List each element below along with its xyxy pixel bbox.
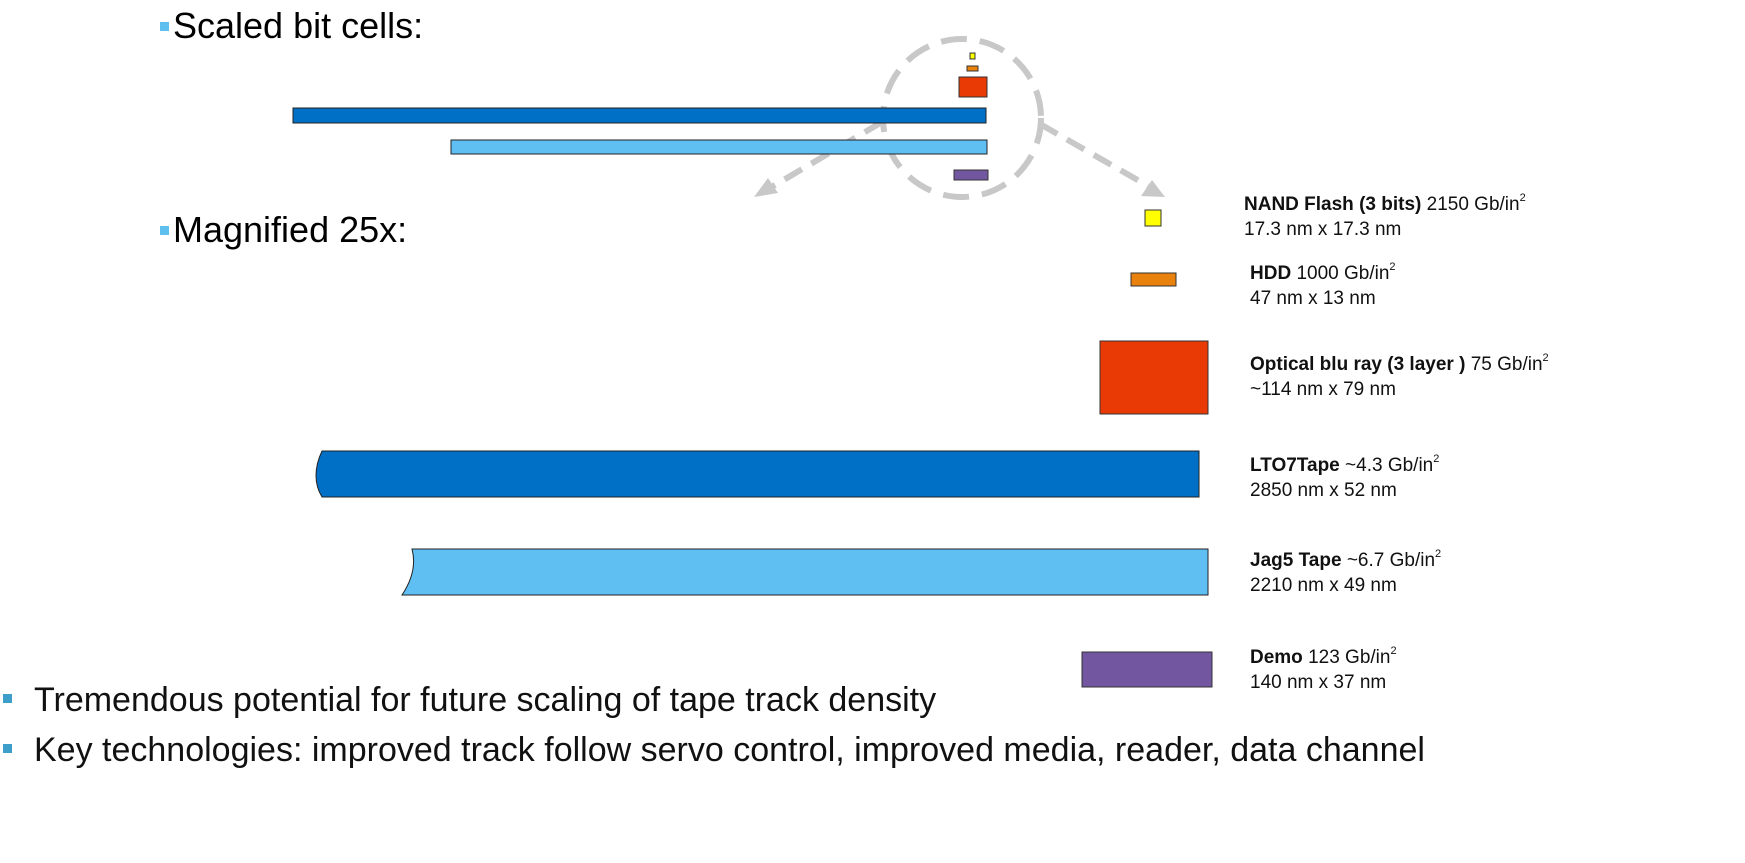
scaled-cell-jag5 (450, 139, 988, 155)
magnified-heading: Magnified 25x: (160, 210, 407, 250)
scaled-cell-lto7 (292, 107, 987, 124)
label-jag5-name: Jag5 Tape (1250, 550, 1342, 571)
label-nand-name: NAND Flash (3 bits) (1244, 194, 1422, 215)
label-lto7-name: LTO7Tape (1250, 455, 1340, 476)
bullet-1-text: Tremendous potential for future scaling … (34, 681, 937, 719)
heading-bullet-icon (160, 22, 169, 31)
label-lto7: LTO7Tape ~4.3 Gb/in2 2850 nm x 52 nm (1250, 453, 1439, 503)
label-lto7-sup: 2 (1433, 453, 1440, 465)
label-lto7-dims: 2850 nm x 52 nm (1250, 480, 1397, 501)
zoom-arrow-right-head (1141, 180, 1165, 197)
magnified-heading-text: Magnified 25x: (173, 209, 408, 250)
bullet-2: Key technologies: improved track follow … (3, 730, 1425, 770)
label-jag5-density: ~6.7 Gb/in (1346, 550, 1436, 571)
magnified-cell-lto7 (315, 450, 1200, 498)
scaled-heading: Scaled bit cells: (160, 6, 423, 46)
bullet-1: Tremendous potential for future scaling … (3, 680, 936, 720)
magnified-cell-hdd (1130, 272, 1177, 287)
magnified-cell-demo (1081, 651, 1213, 688)
zoom-arrow-left (768, 119, 884, 191)
label-hdd-name: HDD (1250, 263, 1292, 284)
label-hdd: HDD 1000 Gb/in2 47 nm x 13 nm (1250, 261, 1396, 311)
magnified-cell-jag5 (401, 548, 1209, 596)
bullet-icon (3, 744, 12, 753)
label-hdd-sup: 2 (1389, 261, 1396, 273)
bullet-icon (3, 694, 12, 703)
scaled-cell-nand (969, 52, 976, 60)
label-jag5: Jag5 Tape ~6.7 Gb/in2 2210 nm x 49 nm (1250, 548, 1441, 598)
label-nand-sup: 2 (1519, 192, 1526, 204)
label-optical-name: Optical blu ray (3 layer ) (1250, 354, 1466, 375)
label-demo-dims: 140 nm x 37 nm (1250, 672, 1387, 693)
bullet-2-text: Key technologies: improved track follow … (34, 731, 1425, 769)
label-demo-name: Demo (1250, 647, 1303, 668)
label-demo-sup: 2 (1390, 645, 1397, 657)
label-demo: Demo 123 Gb/in2 140 nm x 37 nm (1250, 645, 1397, 695)
label-jag5-dims: 2210 nm x 49 nm (1250, 575, 1397, 596)
label-nand-density: 2150 Gb/in (1426, 194, 1520, 215)
label-hdd-dims: 47 nm x 13 nm (1250, 288, 1376, 309)
scaled-cell-demo (953, 169, 989, 181)
label-jag5-sup: 2 (1435, 548, 1442, 560)
magnified-cell-optical (1099, 340, 1209, 415)
scaled-heading-text: Scaled bit cells: (173, 5, 424, 46)
zoom-arrow-right (1038, 121, 1150, 189)
scaled-cell-optical (958, 76, 988, 98)
label-demo-density: 123 Gb/in (1308, 647, 1391, 668)
label-nand-dims: 17.3 nm x 17.3 nm (1244, 219, 1402, 240)
scaled-cell-hdd (966, 65, 979, 72)
label-optical-density: 75 Gb/in (1470, 354, 1543, 375)
label-optical-sup: 2 (1542, 352, 1549, 364)
label-lto7-density: ~4.3 Gb/in (1345, 455, 1434, 476)
heading-bullet-icon (160, 226, 169, 235)
magnified-cell-nand (1144, 209, 1162, 227)
label-hdd-density: 1000 Gb/in (1296, 263, 1390, 284)
label-nand: NAND Flash (3 bits) 2150 Gb/in2 17.3 nm … (1244, 192, 1526, 242)
label-optical: Optical blu ray (3 layer ) 75 Gb/in2 ~11… (1250, 352, 1549, 402)
zoom-arrow-left-head (754, 178, 778, 197)
label-optical-dims: ~114 nm x 79 nm (1250, 379, 1396, 400)
